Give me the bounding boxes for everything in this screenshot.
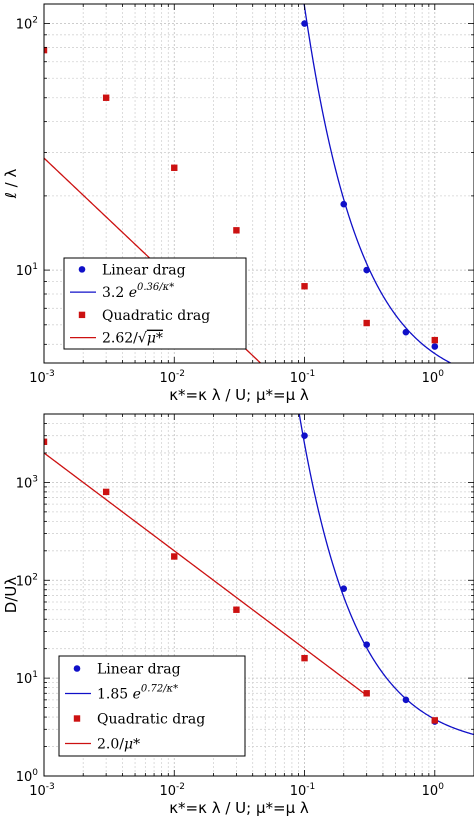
data-point-square bbox=[171, 553, 178, 560]
x-tick-label: 10-2 bbox=[159, 782, 185, 799]
legend-marker-square bbox=[73, 715, 81, 722]
data-point-square bbox=[301, 654, 308, 662]
legend: Linear drag 1.85 e0.72/κ* Quadratic drag 2.… bbox=[58, 655, 246, 757]
x-tick-label: 10-1 bbox=[290, 369, 316, 386]
legend-entry: Quadratic drag bbox=[102, 308, 210, 324]
fit-line-series-3 bbox=[44, 452, 368, 696]
legend-entry: 3.2 e0.36/κ* bbox=[102, 282, 174, 301]
data-point-circle bbox=[340, 200, 348, 208]
data-point-square bbox=[44, 438, 48, 445]
data-point-square bbox=[431, 717, 438, 724]
y-tick-label: 100 bbox=[16, 768, 39, 785]
x-tick-label: 10-1 bbox=[290, 782, 316, 799]
data-point-square bbox=[363, 690, 370, 697]
x-tick-label: 100 bbox=[422, 782, 445, 799]
grid bbox=[44, 414, 474, 776]
axes: 10-3 10-2 10-1 100 101 102 bbox=[16, 3, 474, 386]
legend-marker-square bbox=[78, 311, 86, 319]
fit-line-series-1 bbox=[303, 4, 453, 363]
legend-entry: 2.62/√μ* bbox=[102, 331, 163, 347]
data-point-circle bbox=[363, 266, 370, 274]
y-tick-label: 101 bbox=[16, 670, 38, 687]
data-point-square bbox=[102, 94, 110, 101]
x-tick-label: 100 bbox=[422, 369, 445, 386]
data-point-square bbox=[301, 283, 308, 290]
plot-series bbox=[44, 414, 474, 736]
legend-entry: 1.85 e0.72/κ* bbox=[97, 684, 178, 703]
legend-box bbox=[63, 257, 247, 350]
data-point-square bbox=[233, 227, 240, 234]
x-tick-label: 10-3 bbox=[29, 782, 55, 799]
y-axis-label: D/Uλ bbox=[2, 577, 20, 614]
data-point-square bbox=[431, 336, 438, 344]
data-point-circle bbox=[340, 585, 348, 593]
y-tick-label: 102 bbox=[16, 16, 38, 33]
data-point-square bbox=[171, 164, 178, 171]
axes-frame bbox=[43, 3, 474, 364]
legend-marker-circle bbox=[73, 665, 81, 672]
x-tick-label: 10-3 bbox=[29, 369, 55, 386]
y-tick-label: 102 bbox=[16, 572, 38, 589]
y-axis-label: ℓ / λ bbox=[2, 169, 20, 200]
data-point-circle bbox=[301, 432, 308, 440]
y-tick-label: 101 bbox=[16, 262, 38, 279]
data-point-square bbox=[363, 319, 370, 327]
data-point-circle bbox=[431, 343, 439, 350]
data-point-square bbox=[44, 46, 48, 54]
fit-line-series-1 bbox=[298, 414, 474, 736]
legend-entry: Quadratic drag bbox=[97, 712, 205, 728]
data-point-circle bbox=[301, 20, 308, 27]
chart-panel-bottom: 10-3 10-2 10-1 100 100 101 102 103 κ*=κ λ / U; μ… bbox=[2, 413, 474, 817]
axes-frame bbox=[43, 413, 474, 777]
data-point-square bbox=[102, 488, 110, 496]
x-axis-label: κ*=κ λ / U; μ*=μ λ bbox=[169, 799, 309, 817]
x-tick-label: 10-2 bbox=[159, 369, 185, 386]
legend-marker-circle bbox=[78, 266, 86, 273]
data-point-circle bbox=[402, 696, 410, 704]
y-tick-label: 103 bbox=[16, 474, 38, 491]
data-point-circle bbox=[402, 328, 410, 336]
legend-box bbox=[58, 655, 246, 757]
data-point-square bbox=[233, 606, 240, 613]
legend: Linear drag 3.2 e0.36/κ* Quadratic drag 2.6… bbox=[63, 257, 247, 350]
data-point-circle bbox=[363, 641, 370, 648]
legend-entry: Linear drag bbox=[97, 662, 181, 678]
legend-entry: Linear drag bbox=[102, 262, 186, 278]
chart-panel-top: 10-3 10-2 10-1 100 101 102 κ*=κ λ / U; μ*=μ λ ℓ… bbox=[2, 3, 474, 404]
legend-entry: 2.0/μ* bbox=[97, 737, 140, 753]
x-axis-label: κ*=κ λ / U; μ*=μ λ bbox=[169, 386, 309, 404]
